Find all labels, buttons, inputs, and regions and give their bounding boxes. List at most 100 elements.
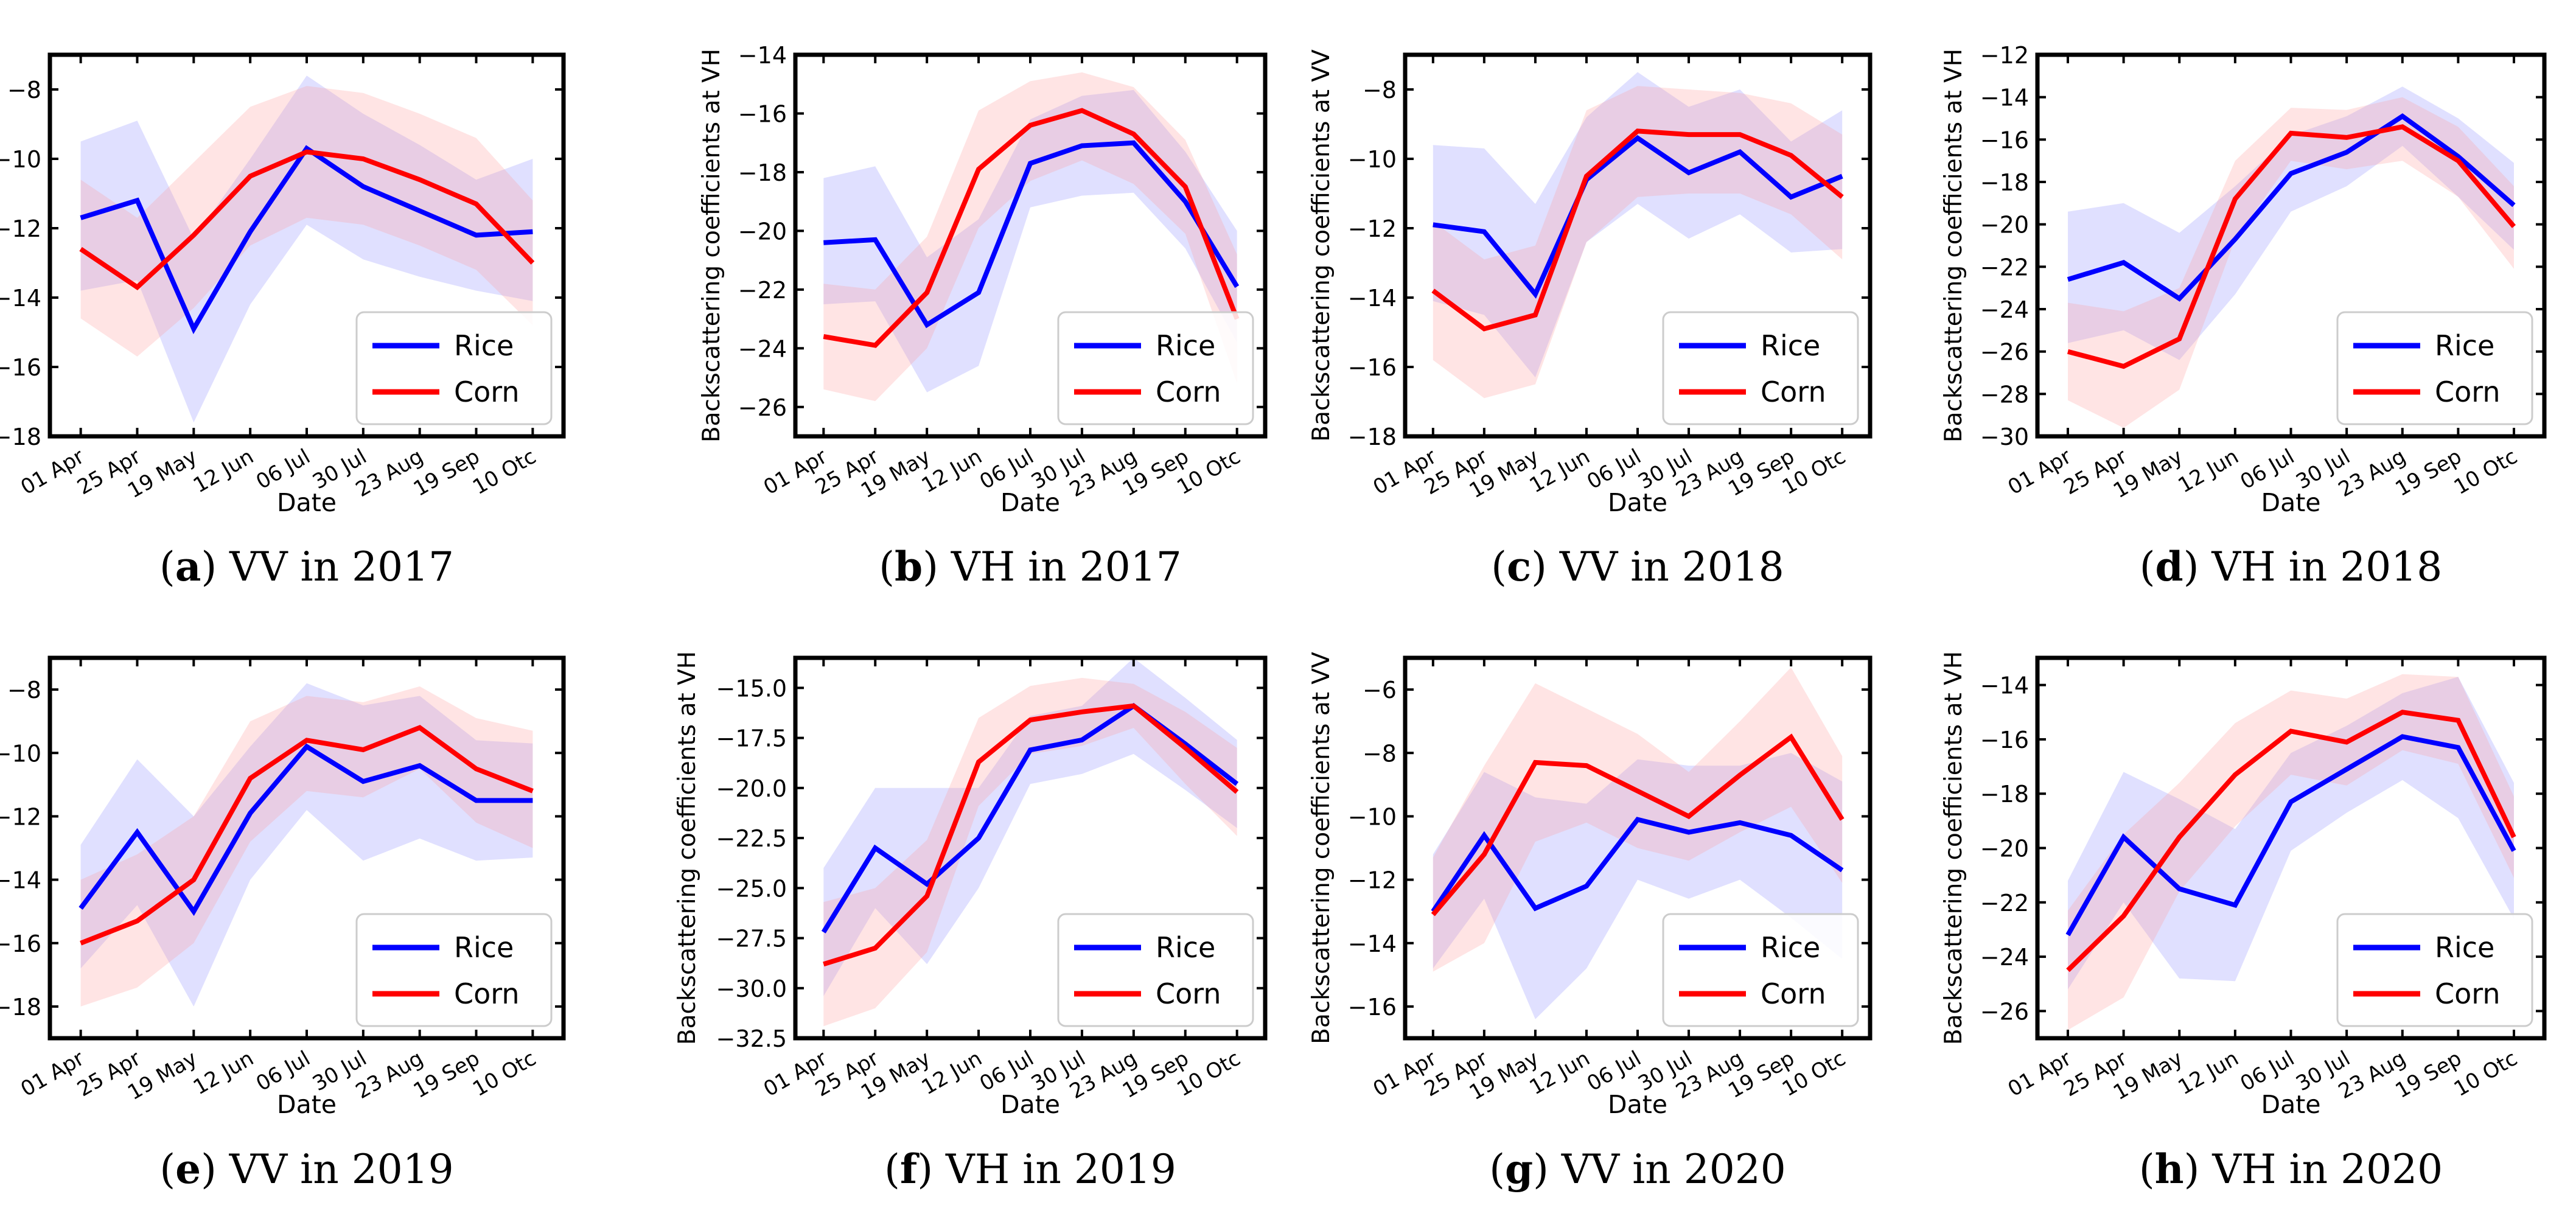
x-tick-label: 12 Jun	[918, 1046, 986, 1100]
y-tick-label: −14	[0, 285, 41, 312]
y-axis-label: Backscattering coefficients at VH	[698, 49, 725, 442]
y-tick-label: −16	[738, 100, 787, 127]
legend-label-corn: Corn	[1156, 375, 1221, 408]
caption-text: ) VV in 2020	[1533, 1146, 1786, 1193]
legend-label-rice: Rice	[1156, 329, 1215, 362]
y-tick-label: −22	[1980, 254, 2029, 281]
legend-box	[2336, 311, 2533, 425]
y-tick-label: −10	[0, 740, 41, 767]
legend-box	[355, 311, 553, 425]
y-tick-label: −12	[1348, 867, 1397, 894]
legend-g: Rice Corn	[1662, 913, 1859, 1027]
band-rice-a	[80, 75, 533, 423]
legend-b: Rice Corn	[1057, 311, 1254, 425]
y-tick-label: −8	[1363, 77, 1397, 103]
caption-text: ) VH in 2019	[917, 1146, 1176, 1193]
series-line-rice-a	[80, 145, 533, 335]
caption-text: ) VH in 2020	[2184, 1146, 2443, 1193]
y-tick-label: −15.0	[716, 675, 787, 702]
x-tick-label: 01 Apr	[16, 1046, 88, 1102]
x-axis-label: Date	[277, 1090, 337, 1119]
y-axis-label: Backscattering coefficients at VH	[674, 651, 701, 1045]
legend-box	[2336, 913, 2533, 1027]
legend-h: Rice Corn	[2336, 913, 2533, 1027]
y-tick-label: −14	[1348, 930, 1397, 957]
band-rice-c	[1433, 72, 1843, 378]
caption-letter: h	[2155, 1145, 2184, 1193]
panel-caption: (d) VH in 2018	[2140, 543, 2442, 590]
x-axis-label: Date	[1000, 1090, 1060, 1119]
y-tick-label: −10	[0, 146, 41, 173]
y-tick-label: −32.5	[716, 1025, 787, 1052]
y-tick-label: −16	[1980, 127, 2029, 153]
series-line-corn-h	[2066, 710, 2516, 972]
y-tick-label: −20	[1980, 212, 2029, 239]
caption-text: ) VV in 2018	[1531, 543, 1784, 590]
series-line-corn-a	[79, 149, 535, 290]
caption-paren: (	[1491, 543, 1507, 590]
legend-box	[1662, 913, 1859, 1027]
y-tick-label: −26	[1980, 998, 2029, 1025]
y-tick-label: −16	[0, 354, 41, 381]
caption-text: ) VH in 2017	[923, 543, 1182, 590]
x-tick-label: 19 Sep	[410, 444, 484, 501]
x-tick-label: 06 Jul	[2236, 444, 2299, 494]
y-tick-label: −18	[1980, 781, 2029, 808]
panel-caption: (e) VV in 2019	[159, 1145, 453, 1193]
legend-box	[355, 913, 553, 1027]
y-tick-label: −12	[1980, 42, 2029, 69]
legend-f: Rice Corn	[1057, 913, 1254, 1027]
y-tick-label: −16	[0, 930, 41, 957]
legend-box	[1057, 913, 1254, 1027]
y-tick-label: −24	[1980, 944, 2029, 971]
y-tick-label: −27.5	[716, 926, 787, 952]
y-tick-label: −26	[1980, 339, 2029, 366]
legend-label-rice: Rice	[1156, 931, 1215, 964]
x-tick-label: 10 Otc	[469, 444, 540, 500]
x-tick-label: 12 Jun	[189, 444, 258, 498]
caption-letter: d	[2155, 543, 2183, 590]
y-tick-label: −12	[0, 215, 41, 242]
y-tick-label: −14	[1980, 85, 2029, 111]
y-tick-label: −28	[1980, 381, 2029, 408]
y-tick-label: −22	[1980, 890, 2029, 916]
y-tick-label: −8	[7, 77, 41, 103]
x-axis-label: Date	[2261, 488, 2321, 517]
legend-label-corn: Corn	[2435, 375, 2501, 408]
y-tick-label: −16	[1348, 354, 1397, 381]
y-axis-label: Backscattering coefficients at VH	[1940, 651, 1967, 1045]
panel-caption: (g) VV in 2020	[1489, 1145, 1786, 1193]
legend-c: Rice Corn	[1662, 311, 1859, 425]
y-tick-label: −22	[738, 277, 787, 304]
series-line-rice-d	[2067, 113, 2516, 302]
y-tick-label: −20	[738, 218, 787, 245]
panel-caption: (f) VH in 2019	[884, 1145, 1176, 1193]
series-line-rice-g	[1431, 817, 1844, 913]
x-tick-label: 10 Otc	[469, 1046, 540, 1102]
panel-caption: (a) VV in 2017	[159, 543, 454, 590]
series-line-corn-f	[823, 703, 1239, 967]
series-line-corn-e	[80, 725, 534, 946]
band-corn-f	[823, 677, 1237, 1027]
y-tick-label: −25.0	[716, 875, 787, 902]
legend-label-corn: Corn	[1156, 977, 1221, 1010]
band-corn-a	[80, 86, 533, 357]
series-line-rice-b	[823, 140, 1240, 329]
y-tick-label: −18	[0, 424, 41, 450]
x-tick-label: 06 Jul	[976, 1046, 1038, 1096]
y-tick-label: −8	[7, 677, 41, 704]
legend-box	[1662, 311, 1859, 425]
band-rice-d	[2068, 86, 2514, 360]
band-corn-h	[2068, 674, 2514, 1030]
legend-d: Rice Corn	[2336, 311, 2533, 425]
x-axis-label: Date	[1000, 488, 1060, 517]
x-axis-label: Date	[277, 488, 337, 517]
x-tick-label: 12 Jun	[189, 1046, 258, 1100]
y-tick-label: −20.0	[716, 775, 787, 802]
